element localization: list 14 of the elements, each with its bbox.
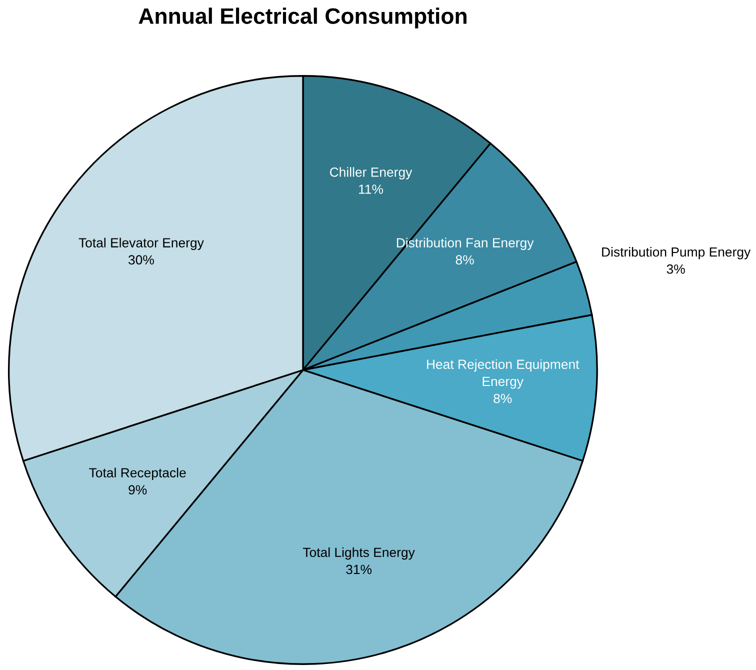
data-label: 11% <box>359 184 383 194</box>
slice-label: Heat Rejection Equipment Energy <box>427 359 580 389</box>
data-label: 31% <box>346 564 372 574</box>
data-label: 8% <box>494 394 512 404</box>
data-label: 30% <box>128 255 154 265</box>
data-label: 9% <box>128 485 147 494</box>
slice-label: Total Lights Energy <box>302 547 415 560</box>
slice-label: Total Receptacle <box>89 468 186 480</box>
data-label: 3% <box>666 264 685 274</box>
slice-label: Total Elevator Energy <box>78 238 204 250</box>
data-label: 8% <box>456 255 474 265</box>
chart-title: Annual Electrical Consumption <box>138 8 466 28</box>
slice-label: Chiller Energy <box>330 167 412 180</box>
slice-label: Distribution Pump Energy <box>602 246 751 260</box>
